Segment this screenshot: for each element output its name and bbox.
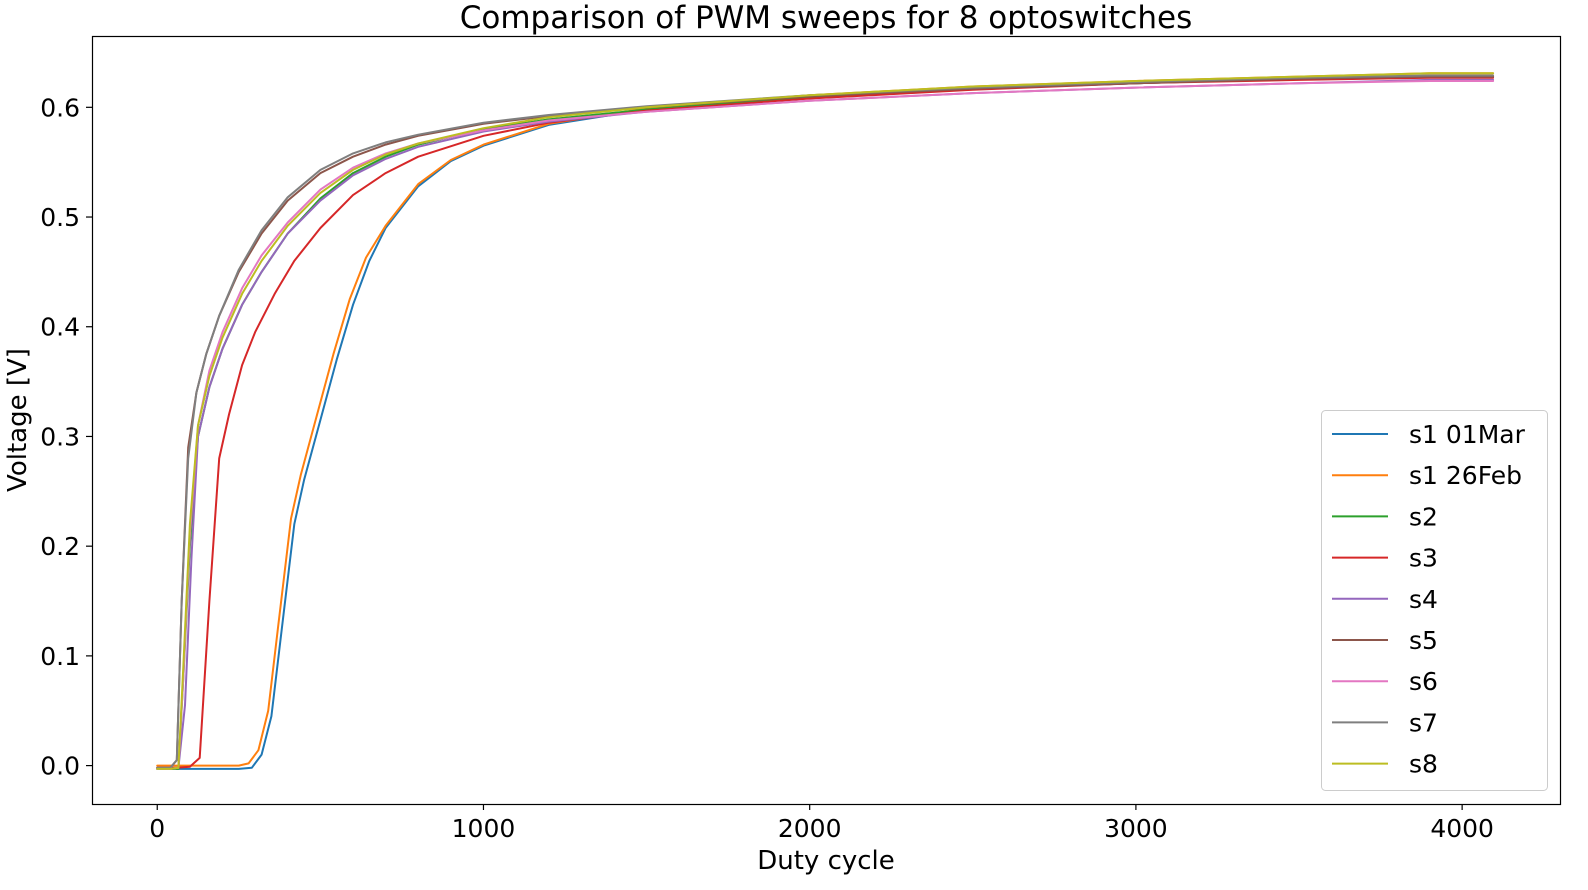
series-line-9: [156, 72, 1495, 770]
series-line-8: [156, 74, 1495, 769]
x-tick-label: 2000: [778, 814, 842, 843]
x-axis-label: Duty cycle: [757, 846, 895, 876]
legend-label: s4: [1409, 585, 1438, 614]
plot-lines: [156, 72, 1495, 770]
series-line-4: [156, 76, 1495, 769]
legend-label: s3: [1409, 544, 1438, 573]
legend-label: s1 26Feb: [1409, 461, 1522, 490]
y-tick-label: 0.4: [40, 313, 80, 342]
legend-label: s2: [1409, 502, 1438, 531]
y-axis-ticks: 0.0 0.1 0.2 0.3 0.4 0.5 0.6: [40, 93, 92, 781]
y-tick-label: 0.2: [40, 532, 80, 561]
legend-entries: s1 01Mar s1 26Feb s2 s3 s4 s5 s6 s7 s8: [1332, 420, 1526, 779]
series-line-1: [156, 75, 1495, 770]
legend-label: s5: [1409, 626, 1438, 655]
series-line-7: [156, 80, 1495, 770]
x-tick-label: 4000: [1430, 814, 1494, 843]
chart-title: Comparison of PWM sweeps for 8 optoswitc…: [460, 0, 1192, 36]
series-line-5: [156, 78, 1495, 770]
plot-frame: [91, 35, 1562, 806]
legend-label: s7: [1409, 708, 1438, 737]
legend: s1 01Mar s1 26Feb s2 s3 s4 s5 s6 s7 s8: [1321, 410, 1548, 791]
y-tick-label: 0.6: [40, 93, 80, 122]
series-line-6: [156, 75, 1495, 769]
x-tick-label: 0: [149, 814, 165, 843]
x-axis-ticks: 0 1000 2000 3000 4000: [149, 804, 1494, 843]
y-tick-label: 0.5: [40, 203, 80, 232]
x-tick-label: 1000: [452, 814, 516, 843]
legend-label: s1 01Mar: [1409, 420, 1526, 449]
legend-label: s6: [1409, 667, 1438, 696]
legend-box: [1321, 410, 1548, 791]
y-tick-label: 0.0: [40, 752, 80, 781]
y-tick-label: 0.1: [40, 642, 80, 671]
series-line-3: [156, 75, 1495, 770]
legend-label: s8: [1409, 750, 1438, 779]
series-line-2: [156, 72, 1495, 767]
y-tick-label: 0.3: [40, 422, 80, 451]
y-axis-label: Voltage [V]: [3, 348, 33, 492]
x-tick-label: 3000: [1104, 814, 1168, 843]
